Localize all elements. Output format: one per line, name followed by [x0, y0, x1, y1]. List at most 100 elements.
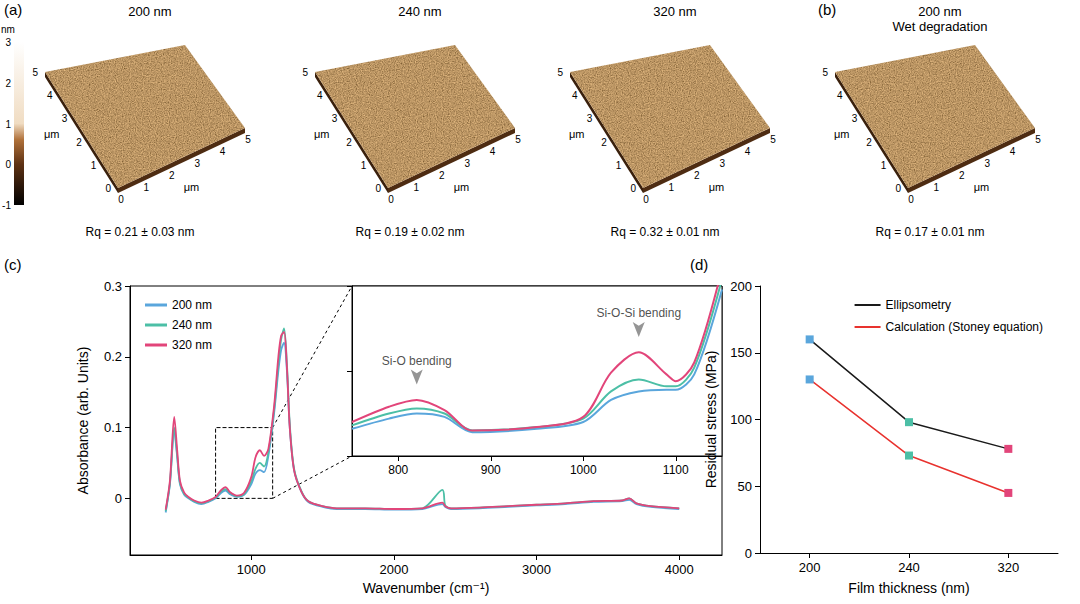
svg-text:4: 4: [317, 90, 323, 101]
svg-text:2: 2: [601, 137, 607, 148]
svg-text:μm: μm: [709, 181, 725, 193]
svg-text:μm: μm: [454, 181, 470, 193]
svg-text:Absorbance (arb. Units): Absorbance (arb. Units): [75, 347, 91, 495]
svg-text:200 nm: 200 nm: [918, 4, 961, 19]
svg-text:4: 4: [745, 146, 751, 157]
svg-text:5: 5: [245, 134, 251, 145]
svg-text:5: 5: [515, 134, 521, 145]
svg-text:Film thickness (nm): Film thickness (nm): [848, 580, 969, 596]
svg-text:Wavenumber (cm⁻¹): Wavenumber (cm⁻¹): [363, 580, 490, 596]
svg-text:1: 1: [881, 160, 887, 171]
svg-text:1: 1: [91, 160, 97, 171]
svg-text:2: 2: [439, 170, 445, 181]
svg-text:4: 4: [572, 90, 578, 101]
svg-text:Rq = 0.21 ± 0.03 nm: Rq = 0.21 ± 0.03 nm: [86, 225, 195, 239]
svg-text:800: 800: [388, 463, 408, 477]
svg-text:0: 0: [630, 183, 636, 194]
svg-text:-1: -1: [2, 200, 11, 211]
svg-text:0: 0: [105, 183, 111, 194]
svg-text:3: 3: [194, 158, 200, 169]
svg-text:320 nm: 320 nm: [172, 338, 212, 352]
svg-text:5: 5: [770, 134, 776, 145]
svg-text:2: 2: [866, 137, 872, 148]
svg-text:4: 4: [47, 90, 53, 101]
svg-text:Residual stress (MPa): Residual stress (MPa): [703, 351, 719, 489]
svg-text:Wet degradation: Wet degradation: [892, 19, 987, 34]
svg-text:320: 320: [997, 560, 1019, 575]
svg-text:4: 4: [220, 146, 226, 157]
svg-text:2000: 2000: [379, 562, 408, 577]
svg-text:1: 1: [934, 182, 940, 193]
svg-text:4: 4: [837, 90, 843, 101]
svg-text:0: 0: [643, 194, 649, 205]
svg-text:200: 200: [730, 279, 752, 294]
svg-text:μm: μm: [834, 128, 850, 140]
svg-text:0: 0: [908, 194, 914, 205]
svg-text:Si-O bending: Si-O bending: [382, 354, 452, 368]
svg-text:μm: μm: [44, 128, 60, 140]
svg-text:Calculation (Stoney equation): Calculation (Stoney equation): [886, 320, 1043, 334]
svg-text:3: 3: [5, 37, 11, 48]
svg-text:3: 3: [719, 158, 725, 169]
svg-text:Rq = 0.17 ± 0.01 nm: Rq = 0.17 ± 0.01 nm: [876, 225, 985, 239]
svg-text:5: 5: [1035, 134, 1041, 145]
svg-text:μm: μm: [974, 181, 990, 193]
svg-text:0: 0: [388, 194, 394, 205]
svg-text:μm: μm: [314, 128, 330, 140]
svg-text:3: 3: [984, 158, 990, 169]
svg-text:0: 0: [745, 546, 752, 561]
svg-text:900: 900: [481, 463, 501, 477]
svg-text:100: 100: [730, 412, 752, 427]
svg-text:1: 1: [616, 160, 622, 171]
svg-text:Ellipsometry: Ellipsometry: [886, 298, 951, 312]
svg-text:0.3: 0.3: [104, 279, 122, 294]
svg-text:240 nm: 240 nm: [398, 4, 441, 19]
svg-text:μm: μm: [184, 181, 200, 193]
svg-text:50: 50: [738, 479, 752, 494]
svg-text:240 nm: 240 nm: [172, 318, 212, 332]
svg-text:1: 1: [669, 182, 675, 193]
svg-text:(b): (b): [818, 1, 836, 18]
svg-text:1000: 1000: [570, 463, 597, 477]
svg-text:Si-O-Si bending: Si-O-Si bending: [596, 306, 681, 320]
svg-text:0: 0: [115, 491, 122, 506]
svg-text:Rq = 0.19 ± 0.02 nm: Rq = 0.19 ± 0.02 nm: [356, 225, 465, 239]
svg-text:150: 150: [730, 345, 752, 360]
svg-text:2: 2: [5, 78, 11, 89]
svg-text:2: 2: [169, 170, 175, 181]
svg-text:5: 5: [32, 67, 38, 78]
svg-text:3: 3: [464, 158, 470, 169]
svg-text:200 nm: 200 nm: [172, 298, 212, 312]
svg-text:0.1: 0.1: [104, 420, 122, 435]
svg-text:200: 200: [799, 560, 821, 575]
svg-text:320 nm: 320 nm: [653, 4, 696, 19]
svg-text:240: 240: [898, 560, 920, 575]
svg-text:5: 5: [557, 67, 563, 78]
svg-text:0.2: 0.2: [104, 349, 122, 364]
svg-text:0: 0: [5, 159, 11, 170]
svg-text:3: 3: [332, 113, 338, 124]
svg-text:μm: μm: [569, 128, 585, 140]
svg-text:1: 1: [144, 182, 150, 193]
svg-text:1: 1: [361, 160, 367, 171]
svg-text:4: 4: [490, 146, 496, 157]
svg-text:3: 3: [62, 113, 68, 124]
svg-text:0: 0: [895, 183, 901, 194]
svg-text:4000: 4000: [665, 562, 694, 577]
svg-text:2: 2: [959, 170, 965, 181]
svg-text:(a): (a): [4, 1, 22, 18]
svg-text:1100: 1100: [663, 463, 689, 477]
svg-text:5: 5: [822, 67, 828, 78]
svg-text:5: 5: [302, 67, 308, 78]
svg-text:2: 2: [76, 137, 82, 148]
svg-text:1000: 1000: [237, 562, 266, 577]
svg-text:3000: 3000: [522, 562, 551, 577]
svg-text:200 nm: 200 nm: [128, 4, 171, 19]
svg-text:nm: nm: [1, 24, 15, 35]
svg-text:4: 4: [1010, 146, 1016, 157]
svg-text:3: 3: [587, 113, 593, 124]
svg-text:0: 0: [375, 183, 381, 194]
svg-text:2: 2: [694, 170, 700, 181]
svg-text:Rq = 0.32 ± 0.01 nm: Rq = 0.32 ± 0.01 nm: [611, 225, 720, 239]
svg-text:1: 1: [414, 182, 420, 193]
